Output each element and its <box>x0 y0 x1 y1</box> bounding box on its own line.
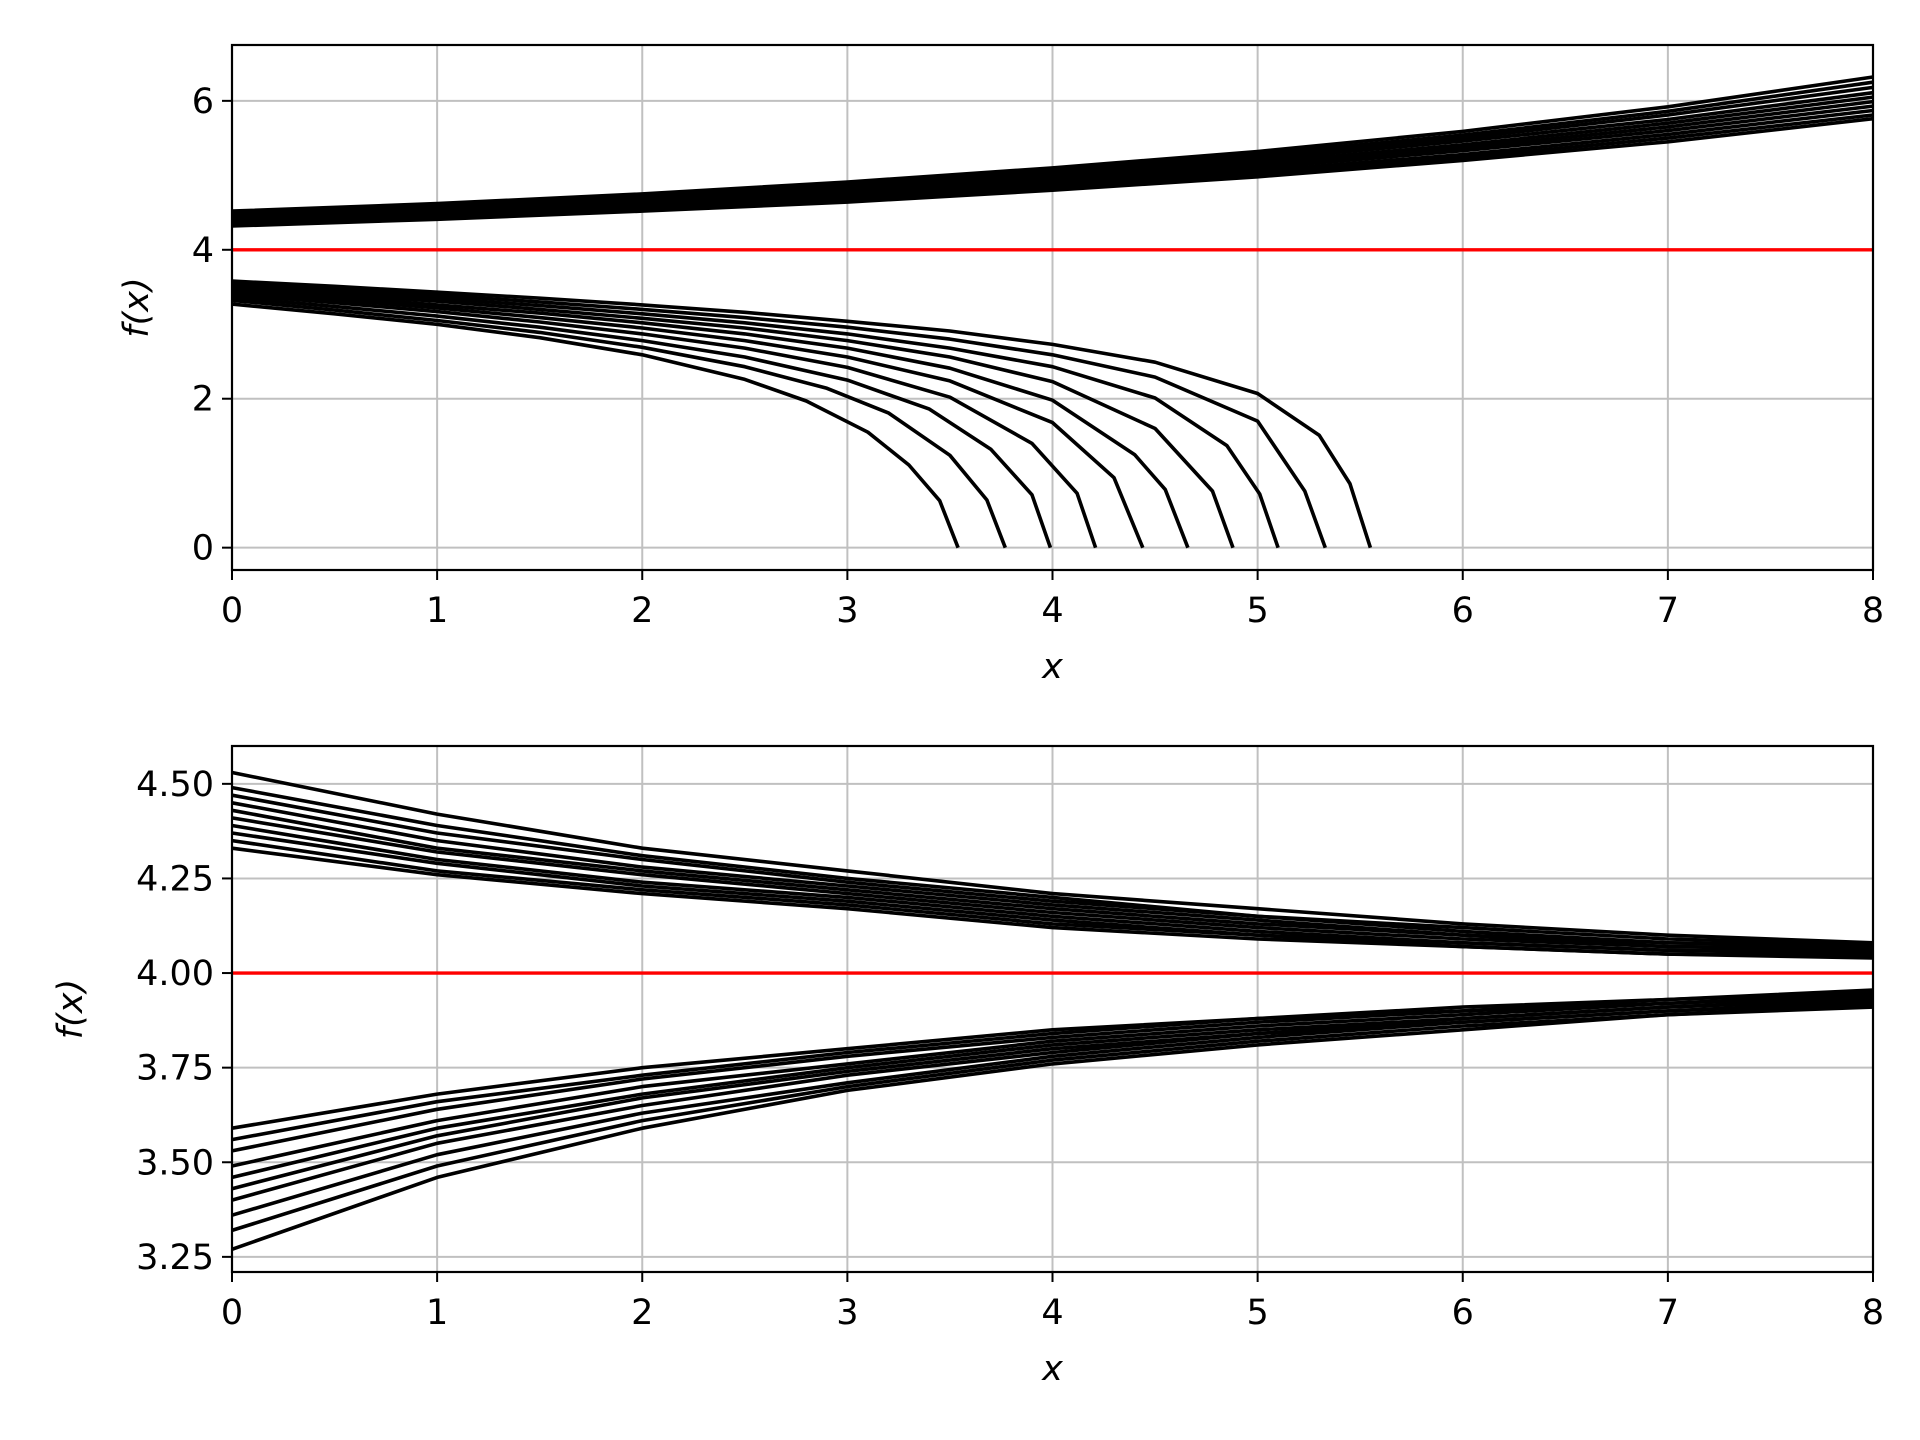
series-line-3 <box>231 108 1874 224</box>
series-line-20 <box>231 279 1373 549</box>
y-axis-label: f(x) <box>117 277 157 337</box>
y-axis-label: f(x) <box>51 979 91 1039</box>
series-line-11 <box>231 302 960 549</box>
y-tick-label: 4.25 <box>136 859 214 899</box>
y-tick-label: 2 <box>192 380 214 420</box>
series-line-4 <box>231 823 1874 954</box>
x-axis-label: x <box>1041 1349 1063 1389</box>
series-line-16 <box>231 288 1190 549</box>
series-line-6 <box>231 808 1874 951</box>
y-tick-label: 0 <box>192 529 214 569</box>
series-line-15 <box>231 290 1145 549</box>
series-line-1 <box>231 116 1874 228</box>
series-line-12 <box>231 298 1007 549</box>
x-tick-label: 3 <box>836 591 858 631</box>
x-tick-label: 7 <box>1657 1293 1679 1333</box>
x-tick-label: 6 <box>1452 1293 1474 1333</box>
series-line-10 <box>231 75 1874 213</box>
series-line-19 <box>231 281 1327 549</box>
series-line-17 <box>231 286 1235 549</box>
y-tick-label: 3.25 <box>136 1238 214 1278</box>
y-tick-label: 4.00 <box>136 954 214 994</box>
x-tick-label: 2 <box>631 591 653 631</box>
x-tick-label: 5 <box>1246 591 1268 631</box>
series-line-8 <box>231 85 1874 217</box>
series-line-8 <box>231 793 1874 949</box>
y-tick-label: 3.50 <box>136 1143 214 1183</box>
x-tick-label: 0 <box>221 1293 243 1333</box>
x-tick-label: 1 <box>426 1293 448 1333</box>
series-line-2 <box>231 838 1874 958</box>
y-tick-label: 4 <box>192 231 214 271</box>
series-line-20 <box>231 988 1874 1130</box>
y-tick-label: 6 <box>192 82 214 122</box>
x-tick-label: 4 <box>1041 591 1063 631</box>
x-tick-label: 4 <box>1041 1293 1063 1333</box>
x-tick-label: 5 <box>1246 1293 1268 1333</box>
series-line-14 <box>231 999 1874 1202</box>
y-tick-label: 4.50 <box>136 765 214 805</box>
x-tick-label: 8 <box>1862 1293 1884 1333</box>
x-tick-label: 8 <box>1862 591 1884 631</box>
x-axis-label: x <box>1041 647 1063 687</box>
x-tick-label: 7 <box>1657 591 1679 631</box>
series-line-13 <box>231 295 1053 549</box>
top-chart-panel: 0 1 2 3 4 5 6 7 8 0 2 4 6 x f(x) <box>117 43 1884 687</box>
x-tick-label: 6 <box>1452 591 1474 631</box>
x-tick-label: 3 <box>836 1293 858 1333</box>
series-line-16 <box>231 995 1874 1180</box>
x-tick-label: 0 <box>221 591 243 631</box>
x-tick-label: 1 <box>426 591 448 631</box>
series-line-9 <box>231 785 1874 947</box>
bottom-chart-panel: 0 1 2 3 4 5 6 7 8 3.25 3.50 3.75 4.00 4.25 4.50 x f(x) <box>51 744 1884 1389</box>
series-line-18 <box>231 992 1874 1153</box>
series-line-12 <box>231 1003 1874 1233</box>
series-line-14 <box>231 292 1098 549</box>
y-tick-label: 3.75 <box>136 1049 214 1089</box>
series-line-10 <box>231 770 1874 945</box>
x-tick-label: 2 <box>631 1293 653 1333</box>
series-line-18 <box>231 283 1280 549</box>
